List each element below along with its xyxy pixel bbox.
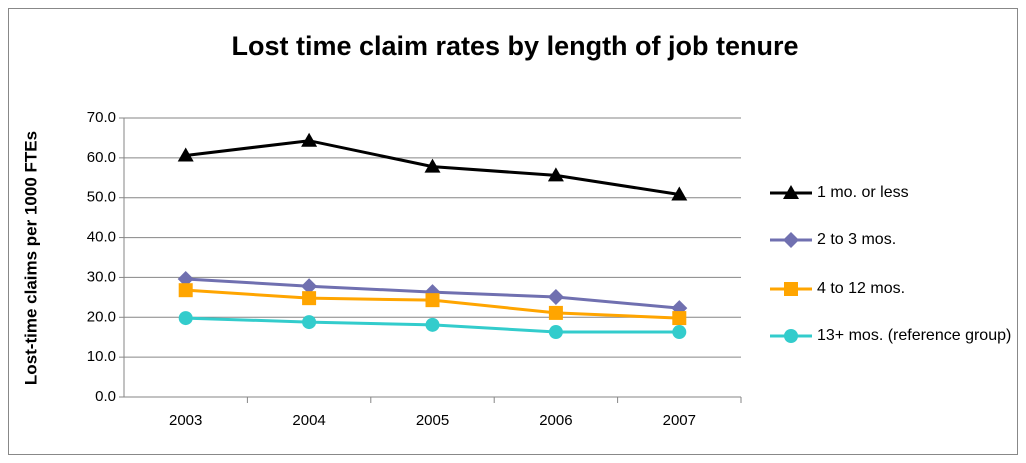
data-point xyxy=(425,317,440,332)
legend-marker xyxy=(784,329,798,343)
data-point xyxy=(177,271,194,288)
data-point xyxy=(301,278,318,295)
data-point xyxy=(302,291,317,306)
data-point xyxy=(424,158,441,173)
y-tick-label: 30.0 xyxy=(87,268,116,285)
data-point xyxy=(671,186,688,201)
data-point xyxy=(177,147,194,162)
legend-label: 1 mo. or less xyxy=(817,184,909,201)
y-tick-label: 10.0 xyxy=(87,348,116,365)
data-point xyxy=(547,167,564,182)
data-point xyxy=(548,325,563,340)
legend-label: 2 to 3 mos. xyxy=(817,231,897,248)
data-point xyxy=(301,132,318,147)
y-tick-label: 60.0 xyxy=(87,149,116,166)
data-point xyxy=(425,293,440,308)
data-point xyxy=(547,288,564,305)
legend-marker xyxy=(783,232,799,248)
legend-marker xyxy=(783,185,799,199)
y-axis-label: Lost-time claims per 1000 FTEs xyxy=(21,131,40,385)
data-point xyxy=(302,315,317,330)
data-point xyxy=(672,311,687,326)
y-tick-label: 0.0 xyxy=(95,388,116,405)
y-tick-label: 20.0 xyxy=(87,308,116,325)
x-tick-label: 2007 xyxy=(663,412,696,429)
y-tick-label: 40.0 xyxy=(87,229,116,246)
chart-border xyxy=(8,8,1018,455)
data-point xyxy=(672,325,687,340)
chart-title: Lost time claim rates by length of job t… xyxy=(231,31,798,61)
legend-marker xyxy=(784,282,798,296)
data-point xyxy=(178,283,193,298)
y-tick-label: 70.0 xyxy=(87,109,116,126)
legend-label: 4 to 12 mos. xyxy=(817,280,906,297)
x-tick-label: 2004 xyxy=(292,412,325,429)
x-tick-label: 2003 xyxy=(169,412,202,429)
y-tick-label: 50.0 xyxy=(87,189,116,206)
x-tick-label: 2005 xyxy=(416,412,449,429)
x-tick-label: 2006 xyxy=(539,412,572,429)
data-point xyxy=(548,305,563,320)
legend-label: 13+ mos. (reference group) xyxy=(817,327,1012,344)
data-point xyxy=(178,311,193,326)
